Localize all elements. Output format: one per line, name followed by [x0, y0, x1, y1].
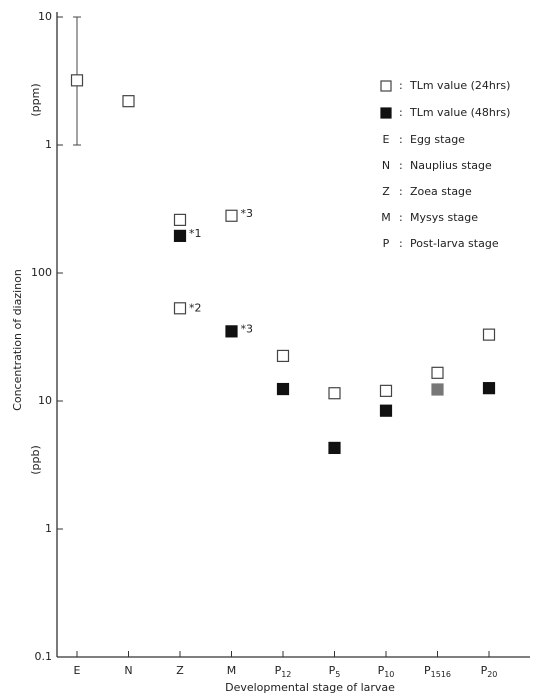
legend-key: E [383, 133, 390, 146]
filled-square [328, 441, 341, 455]
x-axis-label: Developmental stage of larvae [225, 681, 395, 694]
legend-separator: : [399, 211, 403, 224]
filled-square [225, 325, 238, 338]
open-square [173, 302, 187, 315]
filled-square [173, 229, 187, 242]
open-square [328, 387, 341, 400]
legend-key: M [381, 211, 391, 224]
y-unit-top: (ppm) [29, 83, 42, 116]
y-tick-label: 10 [38, 10, 52, 23]
legend-separator: : [399, 106, 403, 119]
x-tick-label: E [74, 664, 81, 677]
legend-separator: : [399, 133, 403, 146]
filled-square [276, 382, 290, 396]
y-tick-label: 10 [38, 394, 52, 407]
y-tick-label: 1 [45, 138, 52, 151]
legend-swatch [380, 107, 392, 119]
x-tick-label: N [124, 664, 132, 677]
annotation: *3 [241, 207, 254, 220]
legend-label: Nauplius stage [410, 159, 492, 172]
open-square [173, 213, 187, 226]
x-tick-label: P10 [378, 664, 395, 679]
annotation: *3 [241, 322, 254, 335]
legend-swatch [380, 80, 392, 92]
legend-label: TLm value (48hrs) [409, 106, 510, 119]
open-square [431, 366, 444, 379]
x-tick-label: M [227, 664, 237, 677]
open-square [70, 74, 84, 87]
legend-separator: : [399, 159, 403, 172]
legend-label: Mysys stage [410, 211, 478, 224]
x-tick-label: Z [176, 664, 184, 677]
y-tick-label: 100 [31, 266, 52, 279]
legend-label: Egg stage [410, 133, 465, 146]
legend-key: P [383, 237, 390, 250]
x-tick-label: P20 [481, 664, 498, 679]
y-tick-label: 0.1 [35, 650, 53, 663]
x-tick-label: P12 [275, 664, 292, 679]
y-unit-bottom: (ppb) [29, 445, 42, 475]
legend-label: Zoea stage [410, 185, 472, 198]
y-axis-label: Concentration of diazinon [11, 269, 24, 411]
legend-separator: : [399, 185, 403, 198]
annotation: *1 [189, 227, 202, 240]
open-square [379, 384, 393, 397]
open-square [122, 95, 135, 108]
open-square [276, 349, 290, 363]
x-tick-label: P5 [329, 664, 341, 679]
filled-square [431, 383, 444, 396]
legend-separator: : [399, 79, 403, 92]
legend-label: Post-larva stage [410, 237, 499, 250]
annotation: *2 [189, 301, 202, 314]
legend-label: TLm value (24hrs) [409, 79, 510, 92]
open-square [482, 328, 496, 341]
filled-square [482, 382, 496, 395]
x-tick-label: P1516 [424, 664, 451, 679]
legend-key: N [382, 159, 390, 172]
open-square [225, 209, 238, 222]
filled-square [379, 404, 393, 417]
legend-separator: : [399, 237, 403, 250]
y-tick-label: 1 [45, 522, 52, 535]
legend-key: Z [382, 185, 390, 198]
